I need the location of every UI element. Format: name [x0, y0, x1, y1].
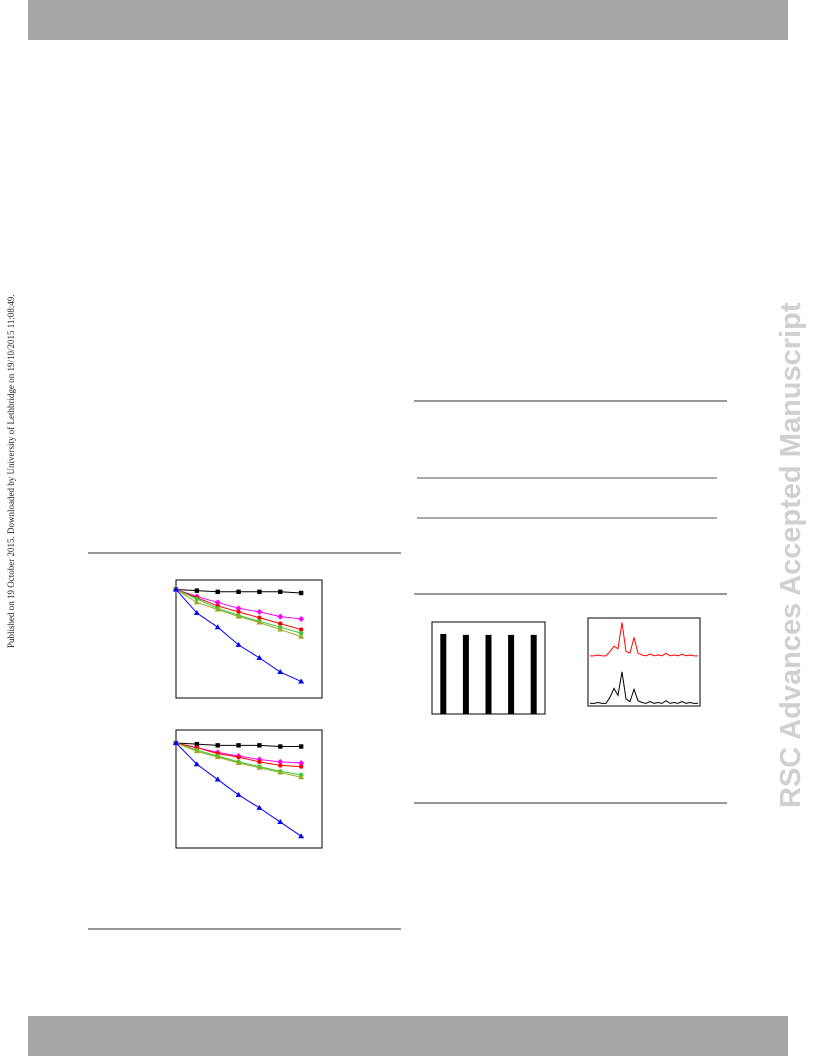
marker — [278, 763, 283, 768]
marker — [277, 626, 284, 632]
marker — [277, 758, 284, 765]
bar — [485, 634, 492, 714]
marker — [256, 804, 263, 810]
marker — [235, 641, 242, 647]
marker — [298, 590, 304, 596]
spectrum-line — [590, 622, 698, 657]
marker — [278, 589, 283, 594]
marker — [256, 608, 263, 615]
marker — [256, 619, 263, 625]
marker — [298, 744, 304, 749]
marker — [193, 761, 200, 767]
marker — [235, 791, 242, 797]
marker — [193, 748, 200, 754]
plot-frame — [175, 729, 323, 849]
marker — [214, 776, 221, 782]
marker — [257, 589, 262, 594]
marker — [235, 605, 242, 612]
marker — [215, 589, 220, 594]
marker — [256, 654, 263, 660]
spectrum-line — [590, 671, 698, 704]
marker — [236, 609, 241, 615]
marker — [214, 754, 221, 760]
marker — [298, 627, 304, 632]
marker — [193, 610, 200, 616]
marker — [173, 739, 179, 745]
footer-bar — [28, 1016, 788, 1056]
bar — [440, 633, 447, 714]
rules — [88, 400, 727, 930]
marker — [194, 741, 200, 747]
marker — [298, 760, 305, 767]
marker — [256, 764, 263, 770]
marker — [298, 833, 305, 839]
marker — [257, 759, 262, 765]
marker — [277, 669, 284, 675]
marker — [298, 633, 305, 639]
marker — [194, 596, 200, 602]
marker — [278, 744, 283, 749]
marker — [298, 774, 305, 780]
marker — [214, 599, 221, 606]
marker — [277, 613, 284, 620]
marker — [235, 760, 242, 766]
marker — [194, 588, 200, 593]
marker — [278, 621, 283, 626]
marker — [235, 613, 242, 619]
marker — [277, 819, 284, 825]
bar — [508, 634, 515, 714]
marker — [298, 630, 304, 636]
sidebar-text: Published on 19 October 2015. Downloaded… — [6, 294, 16, 648]
marker — [173, 586, 179, 592]
marker — [277, 769, 284, 775]
plot-frame — [587, 617, 701, 707]
watermark: RSC Advances Accepted Manuscript — [775, 302, 807, 808]
marker — [236, 743, 241, 748]
marker — [193, 599, 200, 605]
marker — [257, 615, 262, 620]
plot-frame — [175, 579, 323, 699]
marker — [236, 754, 241, 760]
marker — [298, 764, 304, 769]
marker — [214, 606, 221, 612]
marker — [298, 678, 305, 684]
marker — [257, 743, 262, 748]
bar — [530, 634, 537, 714]
header-bar — [28, 0, 788, 40]
marker — [214, 624, 221, 630]
marker — [236, 589, 241, 594]
marker — [215, 743, 220, 748]
table-rules — [417, 477, 717, 519]
bar — [462, 634, 469, 714]
marker — [298, 615, 305, 622]
